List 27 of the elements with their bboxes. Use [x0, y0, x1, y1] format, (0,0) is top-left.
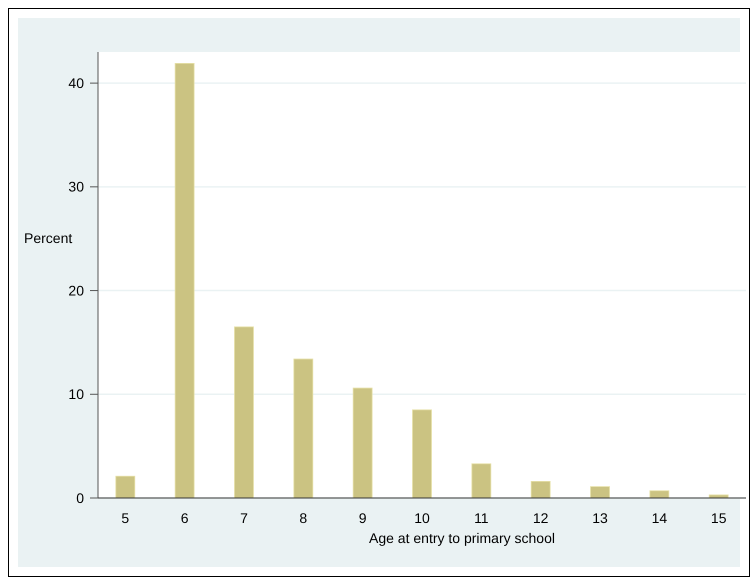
bar — [293, 358, 314, 498]
y-axis-title: Percent — [24, 230, 72, 246]
bar — [471, 463, 492, 498]
y-tick-label: 10 — [68, 386, 84, 402]
x-axis-title: Age at entry to primary school — [369, 530, 555, 546]
x-tick-label: 10 — [414, 510, 430, 526]
y-tick-label: 30 — [68, 178, 84, 195]
x-tick-label: 13 — [592, 510, 608, 526]
y-tick-label: 40 — [68, 75, 84, 92]
x-tick-label: 9 — [358, 510, 367, 526]
bar — [530, 481, 551, 498]
bar — [115, 476, 136, 498]
bar — [590, 486, 610, 498]
bar — [352, 388, 373, 498]
x-tick-label: 7 — [240, 510, 248, 526]
y-tick-label: 0 — [76, 490, 84, 506]
bar — [412, 409, 432, 498]
x-tick-label: 15 — [710, 510, 727, 526]
y-tick-label: 20 — [68, 282, 84, 298]
bar — [174, 63, 195, 498]
x-tick-label: 11 — [474, 510, 489, 526]
x-tick-label: 12 — [532, 510, 549, 526]
x-tick-label: 8 — [299, 510, 308, 526]
x-tick-label: 6 — [180, 510, 189, 526]
x-tick-label: 14 — [652, 510, 668, 526]
x-tick-label: 5 — [121, 510, 130, 526]
bar — [234, 326, 254, 498]
